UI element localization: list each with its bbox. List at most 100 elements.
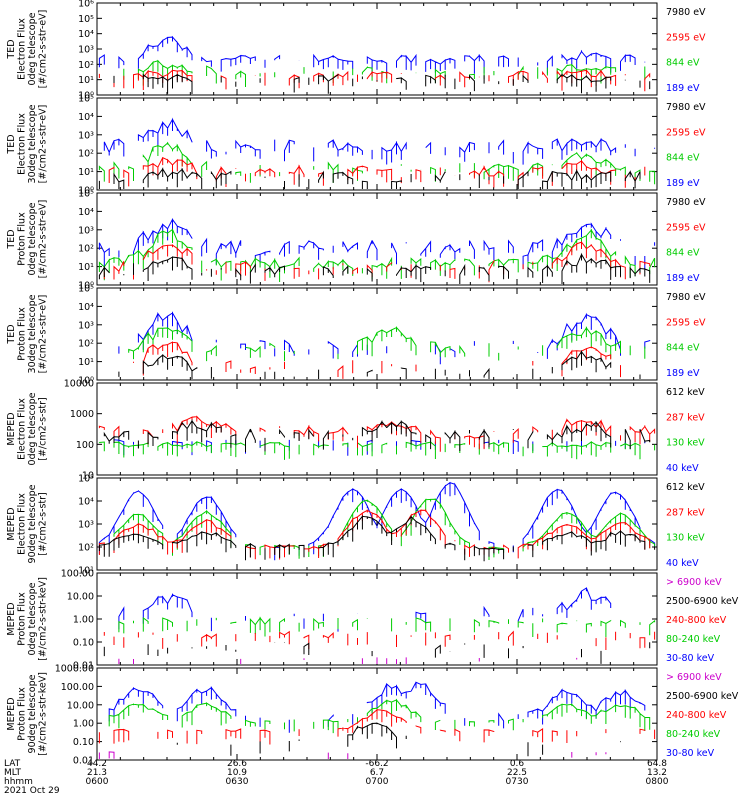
series-line (410, 257, 422, 268)
series-line (430, 341, 451, 358)
y-axis-label-line: [#/cm2-s-str-eV] (38, 200, 49, 279)
y-tick-label: 0.01 (73, 756, 94, 767)
series-line (201, 237, 208, 257)
y-tick-label: 10⁵ (78, 474, 94, 485)
series-line (459, 141, 475, 162)
series-line (162, 617, 173, 632)
series-line (108, 703, 169, 729)
y-tick-label: 10¹ (78, 566, 94, 577)
legend-entry: 30-80 keV (666, 748, 715, 759)
series-line (381, 70, 388, 84)
panel-frame (96, 572, 658, 666)
series-line (434, 74, 446, 86)
series-line (503, 544, 509, 553)
series-line (279, 240, 290, 257)
series-line (206, 140, 217, 159)
series-line (561, 346, 612, 377)
series-line (366, 56, 388, 74)
legend-entry: 844 eV (666, 248, 700, 259)
legend-entry: 844 eV (666, 343, 700, 354)
series-line (381, 140, 407, 165)
series-line (332, 70, 349, 86)
series-line (527, 430, 534, 449)
y-tick-label: 1000.00 (55, 664, 94, 675)
series-line (551, 240, 626, 280)
series-line (454, 442, 466, 453)
series-line (551, 137, 617, 160)
series-line (517, 621, 524, 628)
y-axis-label: MEPED Electron Flux 0deg telescope [#/cm2-s… (6, 392, 49, 465)
series-line (629, 266, 651, 283)
series-line (322, 266, 334, 278)
series-line (488, 441, 509, 455)
series-line (415, 169, 422, 183)
series-line (391, 180, 402, 189)
series-line (123, 169, 130, 187)
series-line (469, 74, 475, 92)
legend-entry: 612 keV (666, 482, 705, 493)
series-line (620, 442, 641, 460)
series-line (561, 350, 612, 373)
series-line (172, 415, 237, 444)
series-line (167, 729, 173, 739)
y-tick-label: 10⁰ (78, 186, 94, 197)
series-line (298, 544, 305, 558)
legend-entry: 844 eV (666, 153, 700, 164)
series-line (225, 360, 232, 372)
series-line (279, 428, 285, 438)
y-tick-label: 10¹ (78, 167, 94, 178)
series-line (357, 326, 417, 357)
y-axis-label-line: TED (6, 134, 17, 154)
series-line (464, 54, 485, 74)
series-line (522, 74, 529, 83)
y-tick-label: 100.00 (61, 682, 94, 693)
panel-5: 10 100 1000 10000 MEPED Electron Flux 0deg tel… (6, 379, 705, 482)
series-group (98, 415, 656, 460)
series-line (347, 165, 368, 181)
series-line (444, 634, 451, 647)
series-line (176, 686, 237, 722)
series-line (322, 429, 329, 450)
y-tick-label: 1000 (70, 409, 94, 420)
legend-entry: 7980 eV (666, 7, 706, 18)
series-line (639, 429, 651, 443)
series-line (528, 544, 534, 558)
series-line (142, 617, 149, 632)
series-line (113, 425, 120, 438)
series-line (551, 730, 558, 742)
y-tick-label: 10⁰ (78, 91, 94, 102)
y-tick-label: 100.00 (61, 569, 94, 580)
series-line (240, 256, 300, 282)
series-line (454, 728, 461, 742)
legend-entry: 2595 eV (666, 32, 706, 43)
series-line (201, 56, 212, 67)
x-axis-value: 0700 (366, 777, 389, 787)
series-line (556, 622, 568, 633)
legend-entry: 40 keV (666, 558, 699, 569)
x-axis-value: 0600 (86, 777, 109, 787)
series-group (98, 117, 656, 189)
series-line (206, 65, 217, 84)
series-line (113, 261, 125, 280)
series-line (249, 366, 256, 374)
series-line (532, 727, 544, 743)
series-line (430, 166, 436, 182)
series-line (235, 139, 261, 159)
x-axis-row-label: MLT (4, 768, 22, 778)
series-line (546, 420, 612, 448)
series-line (469, 240, 475, 259)
series-line (254, 168, 276, 178)
y-axis-label: TED Electron Flux 30deg telescope [#/cm2-s-… (6, 104, 49, 183)
y-tick-label: 0.10 (73, 737, 94, 748)
y-tick-label: 10³ (78, 45, 94, 56)
series-line (142, 592, 193, 624)
series-line (264, 265, 285, 278)
series-group (98, 217, 656, 284)
series-line (308, 428, 315, 440)
series-line (245, 345, 261, 358)
x-axis-date: 2021 Oct 29 (4, 786, 60, 796)
y-tick-label: 10¹ (78, 75, 94, 86)
series-line (288, 164, 305, 185)
series-line (473, 545, 505, 562)
